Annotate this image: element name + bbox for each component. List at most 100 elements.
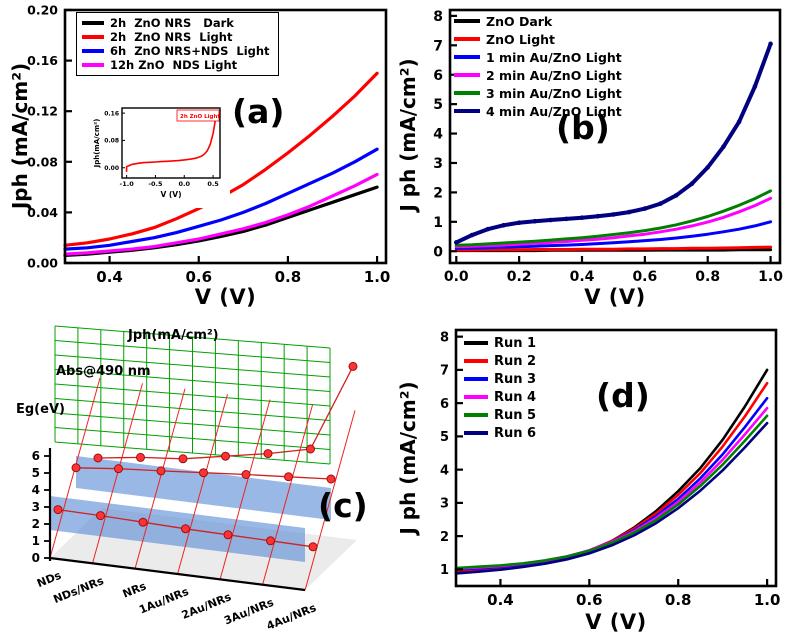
curve-marker bbox=[469, 232, 475, 238]
data-point-abs-490-nm bbox=[71, 463, 81, 473]
data-point-eg-ev bbox=[223, 530, 233, 540]
inset-y-axis-label: Jph(mA/cm²) bbox=[93, 119, 101, 169]
y-tick-label: 1 bbox=[440, 563, 449, 578]
curve-marker bbox=[721, 144, 726, 150]
panel-a-plot: 0.4 0.6 0.8 1.0 0.00 0.04 0.08 0.12 0.16 0.20 -1.0… bbox=[27, 3, 390, 287]
curve-marker bbox=[626, 209, 632, 215]
curve-2-min-au-zno-light bbox=[454, 196, 773, 249]
legend-item: Run 2 bbox=[464, 354, 536, 369]
y-tick-label: 4 bbox=[433, 127, 443, 143]
curve-marker bbox=[689, 181, 695, 186]
legend-label: 4 min Au/ZnO Light bbox=[486, 103, 622, 119]
data-point-abs-490-nm bbox=[284, 472, 293, 482]
curve-marker bbox=[516, 220, 522, 225]
legend-swatch bbox=[454, 72, 480, 78]
y-tick-label: 3 bbox=[433, 156, 443, 172]
legend-label: Run 3 bbox=[494, 371, 537, 387]
legend-label: ZnO Light bbox=[486, 31, 556, 47]
plot-border bbox=[448, 8, 782, 265]
curve-run-6 bbox=[454, 421, 769, 575]
panel-b-label: (b) bbox=[556, 108, 610, 147]
legend-swatch bbox=[82, 49, 104, 53]
x-tick-label: 0.6 bbox=[576, 591, 603, 609]
data-point-jph-ma-cm bbox=[93, 453, 103, 463]
y-tick-label: 5 bbox=[440, 430, 449, 445]
data-point-abs-490-nm bbox=[326, 474, 336, 484]
y-tick-label: 6 bbox=[433, 68, 443, 84]
panel-d-label: (d) bbox=[596, 376, 650, 415]
y-tick-label: 1 bbox=[433, 215, 443, 231]
y-tick-label: 6 bbox=[32, 449, 40, 463]
curve-marker bbox=[548, 217, 553, 223]
curve-marker bbox=[532, 218, 538, 224]
y-tick-label: 0.12 bbox=[27, 104, 58, 119]
data-point-abs-490-nm bbox=[199, 468, 208, 478]
data-point-abs-490-nm bbox=[114, 464, 123, 474]
data-point-abs-490-nm bbox=[241, 470, 251, 479]
x-tick-label: 0.0 bbox=[444, 269, 469, 285]
curve-1-min-au-zno-light bbox=[454, 220, 773, 250]
panel-d-x-axis-label: V (V) bbox=[585, 610, 647, 634]
curve-6h-zno-nrs-nds-light bbox=[63, 147, 379, 251]
y-tick-label: 5 bbox=[32, 466, 40, 480]
y-tick-label: 6 bbox=[440, 397, 449, 412]
category-stem bbox=[304, 410, 356, 591]
legend-swatch bbox=[464, 359, 488, 363]
x-tick-label: 0.8 bbox=[665, 591, 692, 609]
inset-x-tick-label: -1.0 bbox=[120, 180, 135, 188]
data-point-jph-ma-cm bbox=[221, 451, 230, 461]
legend-swatch bbox=[464, 413, 488, 417]
category-stem bbox=[92, 383, 143, 564]
x-tick-label: 0.8 bbox=[695, 269, 720, 285]
legend-item: Run 5 bbox=[464, 408, 536, 423]
y-tick-label: 2 bbox=[32, 517, 40, 531]
data-point-abs-490-nm bbox=[156, 466, 166, 476]
plot-border bbox=[454, 328, 778, 588]
legend-item: 4 min Au/ZnO Light bbox=[454, 104, 622, 119]
legend-label: 3 min Au/ZnO Light bbox=[486, 85, 622, 101]
curve-marker bbox=[705, 165, 711, 170]
panel-b: 0.0 0.2 0.4 0.6 0.8 1.0 0 1 2 3 4 5 6 7 8 J ph (mA/cm²… bbox=[394, 0, 788, 318]
legend-item: ZnO Light bbox=[454, 32, 622, 47]
data-point-eg-ev bbox=[138, 517, 148, 527]
inset-border bbox=[121, 107, 221, 179]
y-tick-label: 7 bbox=[440, 364, 449, 379]
data-point-eg-ev bbox=[53, 505, 63, 515]
panel-d-y-axis-label: J ph (mA/cm²) bbox=[396, 381, 420, 535]
legend-label: 2h ZnO NRS Dark bbox=[110, 16, 234, 30]
curve-zno-light bbox=[454, 245, 773, 252]
x-tick-label: 0.8 bbox=[275, 268, 302, 286]
y-tick-label: 0 bbox=[433, 244, 443, 260]
legend-swatch bbox=[82, 21, 104, 25]
inset-x-axis-label: V (V) bbox=[160, 190, 181, 199]
panel-c-eg-axis-label: Eg(eV) bbox=[16, 402, 65, 417]
y-tick-label: 3 bbox=[32, 500, 40, 514]
data-point-eg-ev bbox=[266, 536, 275, 546]
eg-band bbox=[50, 496, 305, 562]
curve-12h-zno-nds-light bbox=[63, 172, 379, 256]
y-tick-label: 0.04 bbox=[27, 205, 58, 220]
x-tick-label: 1.0 bbox=[754, 591, 781, 609]
legend-label: ZnO Dark bbox=[486, 13, 553, 29]
category-stem bbox=[177, 394, 228, 575]
x-tick-label: 0.2 bbox=[507, 269, 532, 285]
y-tick-label: 5 bbox=[433, 97, 443, 113]
panel-c: 0 1 2 3 4 5 6 NDs NDs/NRs NRs 1Au/NRs 2Au/NRs 3Au/NR… bbox=[0, 318, 394, 642]
category-stem bbox=[262, 404, 313, 586]
panel-b-plot: 0.0 0.2 0.4 0.6 0.8 1.0 0 1 2 3 4 5 6 7 8 bbox=[433, 8, 783, 285]
data-point-jph-ma-cm bbox=[136, 452, 145, 462]
category-stem bbox=[134, 388, 186, 569]
curve-marker bbox=[501, 223, 506, 228]
legend-item: Run 3 bbox=[464, 372, 536, 387]
x-tick-label: 0.6 bbox=[185, 268, 212, 286]
legend-swatch bbox=[454, 18, 480, 24]
y-tick-label: 1 bbox=[32, 534, 40, 548]
panel-b-y-axis-label: J ph (mA/cm²) bbox=[396, 58, 420, 212]
data-point-jph-ma-cm bbox=[306, 444, 315, 454]
x-tick-label: 0.4 bbox=[487, 591, 514, 609]
legend-item: Run 1 bbox=[464, 336, 536, 351]
category-stem bbox=[219, 399, 271, 580]
legend-label: 2 min Au/ZnO Light bbox=[486, 67, 622, 83]
